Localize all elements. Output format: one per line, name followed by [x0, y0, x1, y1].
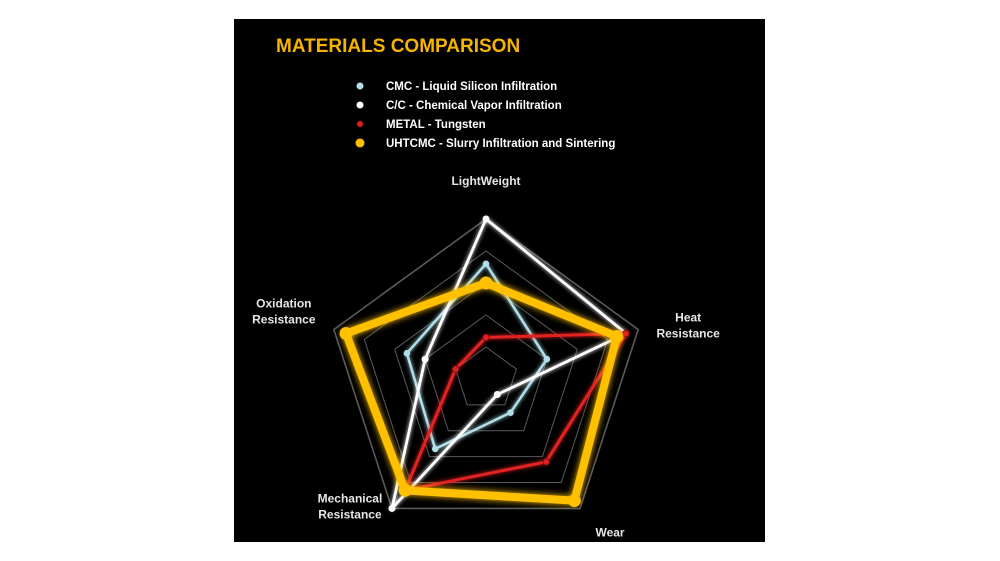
- series-group: [339, 215, 630, 512]
- legend-swatch-dot-3: [356, 120, 364, 128]
- grid-ring-5: [332, 218, 640, 510]
- axis-label-5-line-2: Resistance: [252, 313, 316, 327]
- legend-label-4: UHTCMC - Slurry Infiltration and Sinteri…: [386, 138, 615, 150]
- legend-item-1: CMC - Liquid Silicon Infiltration: [342, 81, 557, 93]
- grid-ring-3: [394, 282, 578, 458]
- axis-label-1-line-1: LightWeight: [451, 174, 520, 188]
- axis-label-2-line-1: Heat: [675, 311, 701, 325]
- legend-label-3: METAL - Tungsten: [386, 119, 486, 131]
- chart-title: MATERIALS COMPARISON: [276, 36, 520, 57]
- axis-label-3-line-2: Resistance: [578, 541, 642, 542]
- grid-ring-2: [424, 314, 548, 432]
- legend-item-2: C/C - Chemical Vapor Infiltration: [342, 100, 562, 112]
- legend-swatch-dot-2: [356, 101, 364, 109]
- series-4-point-4: [398, 483, 412, 497]
- series-1: [403, 260, 551, 453]
- series-3-point-3: [542, 458, 550, 466]
- series-3-point-5: [451, 365, 460, 373]
- series-3-point-2: [622, 329, 630, 338]
- series-1-point-2: [543, 355, 551, 363]
- radar-chart: MATERIALS COMPARISON CMC - Liquid Silico…: [252, 36, 720, 542]
- axis-label-4-line-1: Mechanical: [318, 491, 383, 505]
- series-line-4: [342, 279, 621, 505]
- series-4-point-3: [567, 494, 581, 508]
- series-1-point-5: [403, 349, 411, 357]
- series-4-point-2: [610, 329, 624, 343]
- grid-ring-1: [454, 346, 518, 406]
- axis-label-5: Oxidation Resistance: [252, 297, 316, 327]
- series-2-point-4: [388, 504, 396, 512]
- series-1-point-1: [482, 260, 490, 268]
- axis-label-3-line-1: Wear: [595, 525, 624, 539]
- legend-item-4: UHTCMC - Slurry Infiltration and Sinteri…: [341, 138, 615, 150]
- series-4-point-5: [339, 327, 353, 341]
- axis-label-4-line-2: Resistance: [318, 507, 382, 521]
- legend-label-2: C/C - Chemical Vapor Infiltration: [386, 100, 562, 112]
- axis-label-4: Mechanical Resistance: [318, 491, 383, 521]
- axis-label-2: Heat Resistance: [656, 311, 720, 341]
- series-4: [339, 276, 624, 508]
- legend: CMC - Liquid Silicon Infiltration C/C - C…: [341, 81, 615, 150]
- series-1-point-4: [431, 445, 439, 453]
- axis-label-3: Wear Resistance: [578, 525, 642, 542]
- axis-label-1: LightWeight: [451, 174, 520, 188]
- axis-labels: LightWeightHeatResistanceWearResistanceM…: [252, 174, 720, 542]
- series-3-point-1: [482, 333, 490, 342]
- legend-label-1: CMC - Liquid Silicon Infiltration: [386, 81, 557, 93]
- series-2-point-3: [493, 391, 501, 399]
- chart-panel: MATERIALS COMPARISON CMC - Liquid Silico…: [234, 19, 765, 542]
- series-line-2: [390, 217, 628, 510]
- series-line-1: [405, 262, 549, 451]
- legend-swatch-dot-4: [355, 138, 365, 148]
- legend-swatch-dot-1: [356, 82, 364, 90]
- series-4-point-1: [479, 276, 493, 290]
- series-1-point-3: [507, 409, 514, 416]
- series-2-point-1: [482, 215, 490, 223]
- axis-label-2-line-2: Resistance: [656, 327, 720, 341]
- series-2-point-5: [421, 355, 429, 363]
- axis-label-5-line-1: Oxidation: [256, 297, 311, 311]
- legend-item-3: METAL - Tungsten: [342, 119, 486, 131]
